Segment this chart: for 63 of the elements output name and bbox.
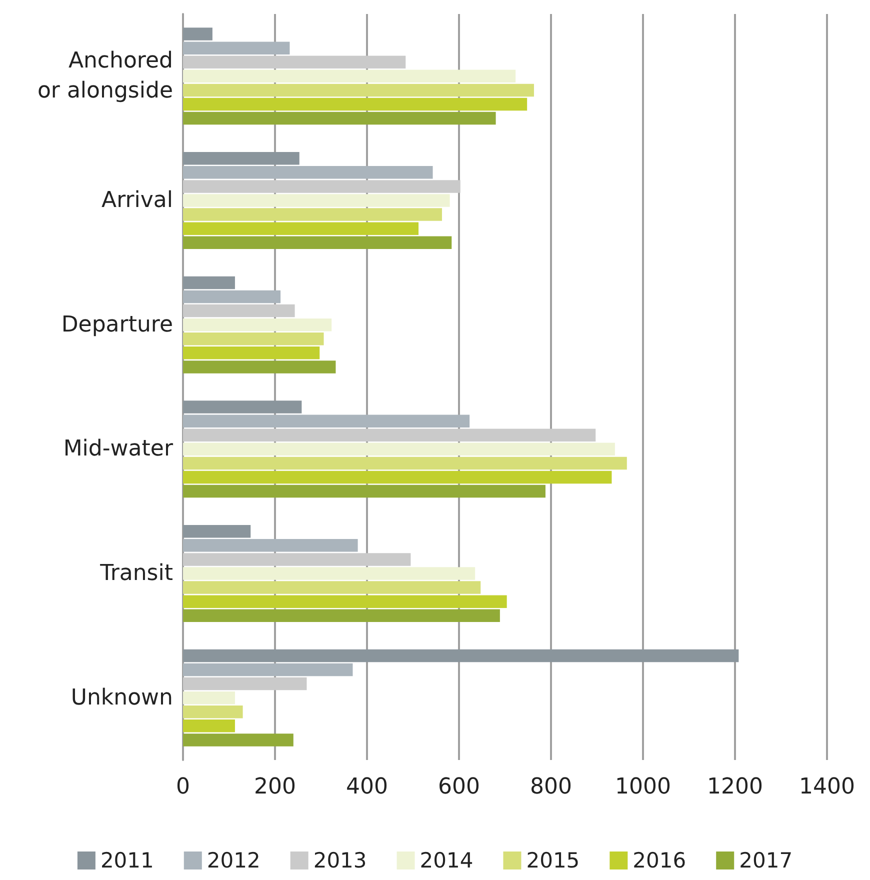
- bar: [183, 276, 235, 290]
- bar: [183, 208, 442, 221]
- bar: [183, 442, 615, 456]
- bar: [183, 581, 481, 594]
- bar: [183, 428, 596, 442]
- x-tick-label: 600: [438, 774, 480, 800]
- bar: [183, 470, 612, 484]
- bar: [183, 318, 332, 332]
- bar: [183, 152, 300, 165]
- y-tick-label: Departure: [61, 312, 173, 338]
- bar: [183, 553, 411, 566]
- bar: [183, 290, 281, 304]
- bar: [183, 28, 212, 40]
- bar: [183, 539, 358, 552]
- legend-label: 2013: [313, 848, 367, 872]
- bar: [183, 400, 302, 414]
- bar: [183, 734, 294, 746]
- y-tick-label: Unknown: [70, 685, 173, 710]
- bar: [183, 649, 739, 662]
- bar: [183, 332, 324, 346]
- bar: [183, 70, 516, 83]
- bar: [183, 595, 507, 608]
- bar: [183, 414, 470, 428]
- legend-label: 2011: [100, 848, 154, 872]
- bar: [183, 525, 251, 538]
- legend-label: 2017: [739, 848, 793, 872]
- bar: [183, 98, 528, 111]
- y-tick-label: Anchored or alongside: [37, 48, 173, 104]
- bar: [183, 484, 546, 498]
- bar: [183, 166, 433, 179]
- bar: [183, 691, 235, 704]
- bar: [183, 222, 419, 235]
- bar: [183, 112, 496, 125]
- x-tick-label: 200: [254, 774, 296, 800]
- y-tick-label: Transit: [99, 561, 174, 586]
- bar: [183, 609, 500, 622]
- x-tick-label: 400: [346, 774, 388, 800]
- x-tick-label: 800: [530, 774, 572, 800]
- bar: [183, 677, 307, 690]
- x-tick-label: 1400: [799, 774, 855, 800]
- x-tick-label: 1200: [707, 774, 763, 800]
- y-tick-label: Mid-water: [63, 436, 174, 462]
- bar: [183, 236, 452, 249]
- bar: [183, 180, 460, 193]
- bar: [183, 84, 534, 97]
- bar: [183, 705, 243, 718]
- legend-label: 2012: [206, 848, 260, 872]
- bar: [183, 567, 476, 580]
- bar: [183, 304, 295, 318]
- legend-label: 2015: [526, 848, 580, 872]
- legend-label: 2014: [420, 848, 474, 872]
- bar: [183, 56, 406, 69]
- bar: [183, 360, 336, 374]
- legend-label: 2016: [632, 848, 686, 872]
- bar: [183, 42, 290, 54]
- x-tick-label: 0: [176, 774, 190, 800]
- y-tick-label: Arrival: [102, 188, 173, 213]
- x-tick-label: 1000: [615, 774, 671, 800]
- bar: [183, 720, 235, 732]
- bar: [183, 456, 627, 470]
- bar: [183, 194, 450, 207]
- bar: [183, 346, 320, 360]
- bar: [183, 663, 353, 676]
